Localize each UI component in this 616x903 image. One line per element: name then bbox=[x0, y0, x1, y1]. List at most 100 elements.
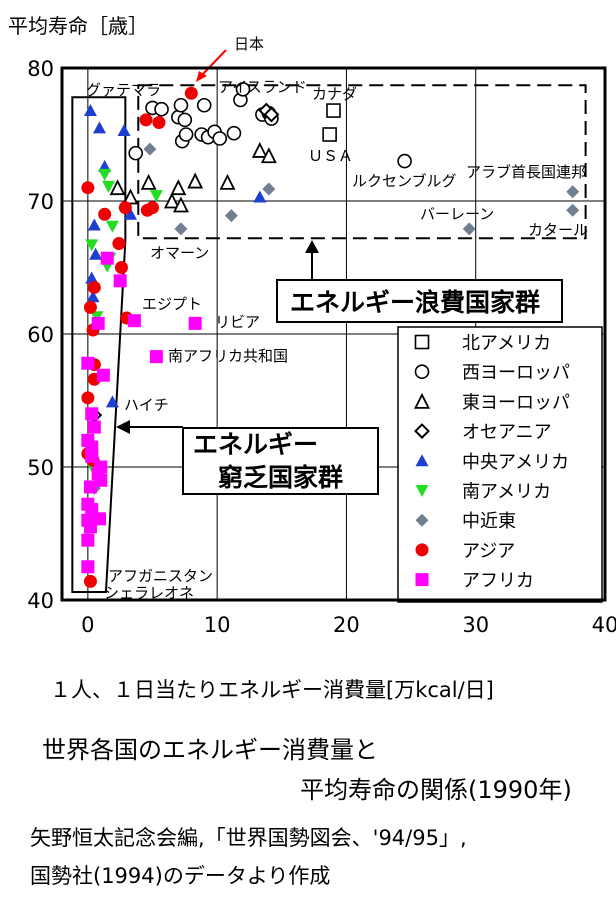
legend-marker bbox=[414, 392, 430, 409]
x-tick-label: 20 bbox=[333, 613, 360, 637]
data-point bbox=[85, 449, 99, 463]
legend-marker bbox=[415, 485, 429, 497]
data-point bbox=[85, 271, 99, 284]
y-axis-title: 平均寿命［歳］ bbox=[8, 14, 148, 38]
annotation-haiti: ハイチ bbox=[124, 396, 169, 414]
data-point bbox=[224, 209, 238, 223]
data-point bbox=[105, 395, 119, 408]
data-point bbox=[127, 314, 141, 328]
y-tick-label: 80 bbox=[27, 57, 54, 81]
legend-box bbox=[397, 326, 603, 603]
group-outlines bbox=[71, 84, 587, 594]
data-point bbox=[462, 222, 476, 236]
data-point bbox=[174, 222, 188, 236]
annotation-oman: オマーン bbox=[150, 244, 209, 262]
data-point bbox=[117, 124, 131, 137]
legend-label: 中近東 bbox=[462, 511, 516, 532]
data-point bbox=[89, 247, 103, 260]
annotation-canada: カナダ bbox=[312, 85, 357, 103]
legend-label: 南アメリカ bbox=[462, 482, 551, 503]
data-point bbox=[196, 97, 212, 113]
data-point bbox=[226, 125, 242, 141]
data-point bbox=[184, 86, 198, 100]
annotation-uae: アラブ首長国連邦 bbox=[466, 163, 586, 181]
source-line-2: 国勢社(1994)のデータより作成 bbox=[30, 864, 331, 888]
caption-line-2: 平均寿命の関係(1990年) bbox=[300, 776, 572, 804]
annotation-qatar: カタール bbox=[528, 221, 588, 239]
legend-marker bbox=[415, 513, 429, 527]
data-point bbox=[235, 81, 251, 97]
data-point bbox=[113, 274, 127, 288]
data-point bbox=[177, 112, 193, 128]
legend-label: アジア bbox=[462, 541, 515, 562]
data-point bbox=[188, 316, 202, 330]
data-point bbox=[253, 190, 267, 203]
axis-tick-labels: 0 10 20 30 40 40 50 60 70 80 bbox=[27, 57, 616, 637]
data-point bbox=[149, 350, 163, 364]
legend-label: 北アメリカ bbox=[462, 333, 551, 354]
data-point bbox=[172, 196, 189, 213]
data-point bbox=[81, 356, 95, 370]
poor-pointer-head bbox=[116, 420, 130, 434]
source-line-1: 矢野恒太記念会編,「世界国勢図会、'94/95」, bbox=[30, 826, 467, 850]
wasteful-group-dashed-box bbox=[137, 84, 587, 240]
data-point bbox=[397, 153, 412, 169]
data-point bbox=[114, 261, 128, 274]
data-point bbox=[566, 185, 580, 199]
annotation-egypt: エジプト bbox=[142, 295, 202, 313]
japan-arrow-head bbox=[196, 71, 207, 82]
data-point bbox=[173, 97, 189, 113]
annotation-iceland: アイスランド bbox=[218, 78, 307, 96]
data-point bbox=[87, 218, 101, 231]
data-point bbox=[81, 391, 95, 405]
legend-label: アフリカ bbox=[462, 571, 534, 592]
x-tick-label: 30 bbox=[462, 613, 489, 637]
wasteful-group-label: エネルギー浪費国家群 bbox=[290, 288, 540, 317]
annotation-usa: ＵＳＡ bbox=[308, 147, 353, 165]
data-point bbox=[94, 473, 108, 487]
data-point bbox=[262, 182, 276, 196]
plot-area-frame bbox=[60, 66, 607, 602]
data-point bbox=[139, 113, 153, 127]
legend-marker bbox=[414, 364, 430, 380]
legend-marker bbox=[414, 334, 430, 350]
data-point bbox=[219, 173, 236, 190]
annotation-luxembourg: ルクセンブルグ bbox=[352, 172, 457, 190]
annotation-sierra-leone: シェラレオネ bbox=[104, 584, 194, 602]
poor-group-outline bbox=[71, 96, 127, 594]
data-point bbox=[92, 121, 106, 134]
legend-marker bbox=[415, 454, 429, 467]
data-point bbox=[87, 420, 101, 434]
poor-label-box bbox=[182, 427, 379, 495]
data-point bbox=[83, 520, 97, 534]
data-point bbox=[152, 116, 166, 130]
data-point bbox=[98, 207, 112, 221]
y-tick-label: 50 bbox=[27, 456, 54, 480]
data-point bbox=[154, 101, 169, 117]
data-point bbox=[81, 560, 95, 574]
annotation-south-africa: 南アフリカ共和国 bbox=[168, 347, 288, 365]
data-point bbox=[105, 220, 119, 233]
x-axis-title: １人、１日当たりエネルギー消費量[万kcal/日] bbox=[50, 678, 494, 702]
data-point bbox=[326, 103, 341, 118]
data-point bbox=[83, 300, 97, 314]
y-tick-label: 60 bbox=[27, 323, 54, 347]
data-point bbox=[81, 533, 95, 547]
data-point bbox=[83, 574, 97, 588]
legend-label: オセアニア bbox=[462, 422, 552, 443]
data-point bbox=[94, 460, 108, 474]
data-point bbox=[96, 368, 110, 382]
data-point bbox=[263, 106, 280, 123]
japan-arrow bbox=[199, 49, 227, 78]
x-tick-label: 10 bbox=[204, 613, 231, 637]
data-point bbox=[566, 203, 580, 217]
data-point bbox=[112, 237, 126, 251]
legend-label: 東ヨーロッパ bbox=[462, 392, 570, 413]
data-point bbox=[109, 179, 126, 196]
legend-label: 西ヨーロッパ bbox=[462, 363, 570, 384]
data-point bbox=[85, 239, 99, 252]
annotation-japan: 日本 bbox=[234, 35, 264, 53]
y-tick-label: 70 bbox=[27, 190, 54, 214]
